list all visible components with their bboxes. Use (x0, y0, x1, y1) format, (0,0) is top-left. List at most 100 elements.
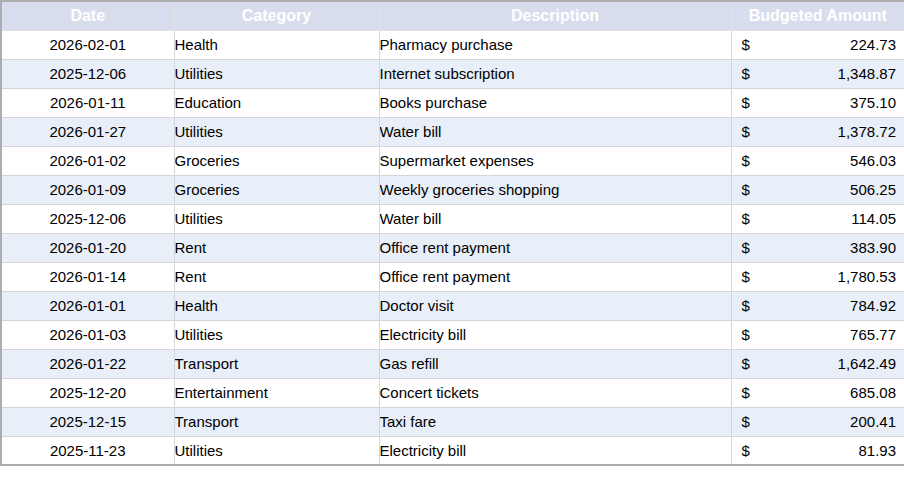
budget-table: Date Category Description Budgeted Amoun… (0, 0, 904, 466)
amount-value: 1,642.49 (838, 355, 896, 372)
table-row: 2026-01-14RentOffice rent payment$1,780.… (1, 262, 904, 291)
amount-value: 1,348.87 (838, 65, 896, 82)
cell-description[interactable]: Books purchase (379, 88, 731, 117)
cell-date[interactable]: 2026-01-01 (1, 291, 174, 320)
table-row: 2025-12-06UtilitiesWater bill$114.05 (1, 204, 904, 233)
cell-description[interactable]: Electricity bill (379, 320, 731, 349)
currency-symbol: $ (742, 384, 750, 401)
table-row: 2026-01-01HealthDoctor visit$784.92 (1, 291, 904, 320)
currency-symbol: $ (742, 65, 750, 82)
cell-description[interactable]: Weekly groceries shopping (379, 175, 731, 204)
table-row: 2026-01-03UtilitiesElectricity bill$765.… (1, 320, 904, 349)
amount-accounting-format: $546.03 (732, 152, 904, 169)
cell-budgeted-amount[interactable]: $685.08 (731, 378, 904, 407)
amount-accounting-format: $685.08 (732, 384, 904, 401)
cell-description[interactable]: Pharmacy purchase (379, 30, 731, 59)
amount-accounting-format: $114.05 (732, 210, 904, 227)
table-row: 2026-02-01HealthPharmacy purchase$224.73 (1, 30, 904, 59)
cell-date[interactable]: 2025-12-06 (1, 59, 174, 88)
cell-description[interactable]: Electricity bill (379, 436, 731, 465)
cell-budgeted-amount[interactable]: $1,348.87 (731, 59, 904, 88)
cell-category[interactable]: Utilities (174, 59, 379, 88)
column-header-date[interactable]: Date (1, 1, 174, 30)
cell-description[interactable]: Doctor visit (379, 291, 731, 320)
cell-date[interactable]: 2026-01-27 (1, 117, 174, 146)
cell-date[interactable]: 2026-01-02 (1, 146, 174, 175)
amount-value: 765.77 (850, 326, 896, 343)
cell-budgeted-amount[interactable]: $784.92 (731, 291, 904, 320)
amount-accounting-format: $375.10 (732, 94, 904, 111)
cell-budgeted-amount[interactable]: $765.77 (731, 320, 904, 349)
cell-budgeted-amount[interactable]: $375.10 (731, 88, 904, 117)
cell-date[interactable]: 2025-12-06 (1, 204, 174, 233)
cell-date[interactable]: 2025-12-20 (1, 378, 174, 407)
cell-budgeted-amount[interactable]: $114.05 (731, 204, 904, 233)
cell-category[interactable]: Groceries (174, 175, 379, 204)
cell-category[interactable]: Transport (174, 407, 379, 436)
cell-category[interactable]: Rent (174, 233, 379, 262)
cell-description[interactable]: Office rent payment (379, 262, 731, 291)
cell-date[interactable]: 2026-01-03 (1, 320, 174, 349)
cell-category[interactable]: Groceries (174, 146, 379, 175)
cell-description[interactable]: Supermarket expenses (379, 146, 731, 175)
cell-date[interactable]: 2025-11-23 (1, 436, 174, 465)
cell-category[interactable]: Health (174, 30, 379, 59)
amount-value: 383.90 (850, 239, 896, 256)
amount-value: 1,378.72 (838, 123, 896, 140)
cell-budgeted-amount[interactable]: $506.25 (731, 175, 904, 204)
amount-value: 375.10 (850, 94, 896, 111)
cell-budgeted-amount[interactable]: $546.03 (731, 146, 904, 175)
amount-accounting-format: $506.25 (732, 181, 904, 198)
cell-budgeted-amount[interactable]: $1,780.53 (731, 262, 904, 291)
cell-budgeted-amount[interactable]: $224.73 (731, 30, 904, 59)
currency-symbol: $ (742, 181, 750, 198)
column-header-budgeted-amount[interactable]: Budgeted Amount (731, 1, 904, 30)
cell-category[interactable]: Transport (174, 349, 379, 378)
cell-date[interactable]: 2026-01-11 (1, 88, 174, 117)
table-row: 2026-01-09GroceriesWeekly groceries shop… (1, 175, 904, 204)
amount-value: 114.05 (851, 210, 896, 227)
cell-budgeted-amount[interactable]: $1,378.72 (731, 117, 904, 146)
table-row: 2026-01-20RentOffice rent payment$383.90 (1, 233, 904, 262)
amount-accounting-format: $765.77 (732, 326, 904, 343)
cell-date[interactable]: 2026-01-20 (1, 233, 174, 262)
amount-value: 685.08 (850, 384, 896, 401)
amount-value: 224.73 (850, 36, 896, 53)
cell-description[interactable]: Water bill (379, 117, 731, 146)
cell-description[interactable]: Taxi fare (379, 407, 731, 436)
cell-description[interactable]: Concert tickets (379, 378, 731, 407)
cell-description[interactable]: Office rent payment (379, 233, 731, 262)
column-header-description[interactable]: Description (379, 1, 731, 30)
cell-description[interactable]: Water bill (379, 204, 731, 233)
cell-category[interactable]: Health (174, 291, 379, 320)
cell-description[interactable]: Gas refill (379, 349, 731, 378)
cell-category[interactable]: Utilities (174, 436, 379, 465)
cell-category[interactable]: Utilities (174, 320, 379, 349)
amount-value: 200.41 (850, 413, 896, 430)
cell-budgeted-amount[interactable]: $81.93 (731, 436, 904, 465)
cell-date[interactable]: 2026-01-22 (1, 349, 174, 378)
cell-category[interactable]: Rent (174, 262, 379, 291)
cell-category[interactable]: Utilities (174, 204, 379, 233)
cell-category[interactable]: Utilities (174, 117, 379, 146)
amount-value: 81.93 (858, 442, 896, 459)
cell-category[interactable]: Education (174, 88, 379, 117)
table-row: 2026-01-02GroceriesSupermarket expenses$… (1, 146, 904, 175)
cell-date[interactable]: 2025-12-15 (1, 407, 174, 436)
cell-budgeted-amount[interactable]: $383.90 (731, 233, 904, 262)
cell-date[interactable]: 2026-01-14 (1, 262, 174, 291)
currency-symbol: $ (742, 152, 750, 169)
cell-budgeted-amount[interactable]: $200.41 (731, 407, 904, 436)
amount-accounting-format: $1,348.87 (732, 65, 904, 82)
column-header-category[interactable]: Category (174, 1, 379, 30)
currency-symbol: $ (742, 326, 750, 343)
currency-symbol: $ (742, 413, 750, 430)
table-row: 2026-01-27UtilitiesWater bill$1,378.72 (1, 117, 904, 146)
cell-date[interactable]: 2026-01-09 (1, 175, 174, 204)
cell-category[interactable]: Entertainment (174, 378, 379, 407)
cell-description[interactable]: Internet subscription (379, 59, 731, 88)
cell-date[interactable]: 2026-02-01 (1, 30, 174, 59)
currency-symbol: $ (742, 94, 750, 111)
cell-budgeted-amount[interactable]: $1,642.49 (731, 349, 904, 378)
currency-symbol: $ (742, 297, 750, 314)
